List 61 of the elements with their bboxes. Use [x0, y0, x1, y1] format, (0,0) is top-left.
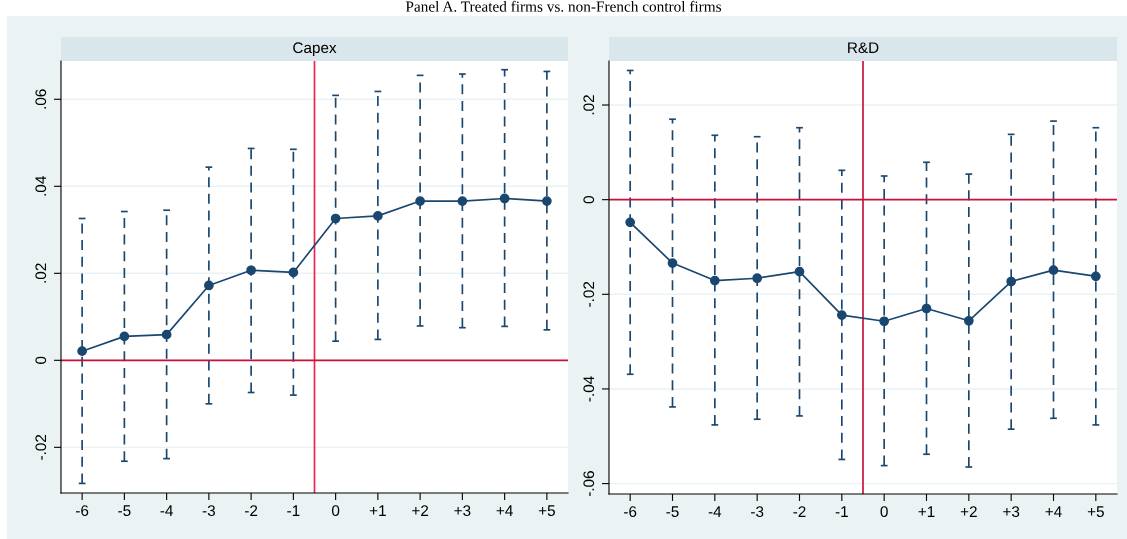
x-tick-label: +4	[496, 505, 513, 516]
y-tick-label: -.02	[583, 281, 595, 307]
x-tick-label: 0	[331, 505, 340, 517]
point	[921, 303, 932, 314]
x-tick-label: -2	[245, 505, 258, 516]
y-tick-label: -.04	[583, 376, 595, 402]
point	[288, 267, 299, 278]
y-tick-label: .02	[35, 263, 47, 283]
x-tick-label: +1	[369, 505, 386, 516]
point	[794, 266, 805, 277]
y-tick-label: -.02	[35, 434, 47, 460]
x-tick-label: -3	[202, 505, 215, 517]
x-tick-label: -3	[751, 506, 764, 518]
point	[246, 265, 256, 276]
point	[330, 213, 341, 224]
x-tick-label: -5	[666, 506, 679, 518]
point	[161, 329, 172, 340]
x-tick-label: -5	[118, 505, 131, 517]
point	[963, 315, 974, 326]
point	[499, 193, 510, 204]
y-tick-label: .02	[583, 95, 595, 115]
x-tick-label: -1	[287, 505, 300, 516]
chart-title: R&D	[848, 42, 879, 54]
point	[667, 258, 678, 268]
chart-title: Capex	[293, 42, 337, 57]
x-tick-label: +2	[960, 506, 977, 517]
point	[77, 346, 87, 357]
point	[625, 217, 636, 228]
y-tick-label: 0	[35, 356, 47, 364]
y-tick-label: -.06	[583, 471, 595, 497]
text: Panel A. Treated firms vs. non-French control firms	[405, 0, 722, 12]
x-tick-label: +1	[918, 506, 935, 517]
x-tick-label: +2	[412, 505, 429, 516]
point	[457, 196, 468, 206]
point	[373, 211, 383, 221]
y-tick-label: .06	[35, 89, 47, 109]
point	[542, 196, 552, 206]
point	[415, 196, 425, 206]
x-tick-label: +3	[1003, 506, 1020, 518]
x-tick-label: +4	[1045, 506, 1062, 517]
point	[752, 273, 763, 284]
point	[1048, 265, 1059, 276]
point	[1090, 271, 1101, 282]
x-tick-label: +5	[538, 505, 555, 517]
point	[119, 331, 130, 342]
point	[836, 310, 847, 320]
x-tick-label: -6	[624, 506, 637, 518]
y-tick-label: .04	[35, 176, 47, 196]
x-tick-label: -4	[708, 506, 722, 517]
x-tick-label: 0	[880, 506, 888, 518]
point	[879, 316, 890, 327]
x-tick-label: -4	[160, 505, 173, 516]
y-tick-label: 0	[583, 196, 595, 204]
x-tick-label: +3	[454, 505, 471, 517]
x-tick-label: -6	[76, 505, 89, 517]
point	[709, 275, 720, 286]
point	[1006, 276, 1017, 287]
x-tick-label: -1	[835, 506, 848, 517]
point	[204, 280, 214, 291]
x-tick-label: -2	[793, 506, 806, 517]
x-tick-label: +5	[1087, 506, 1104, 518]
